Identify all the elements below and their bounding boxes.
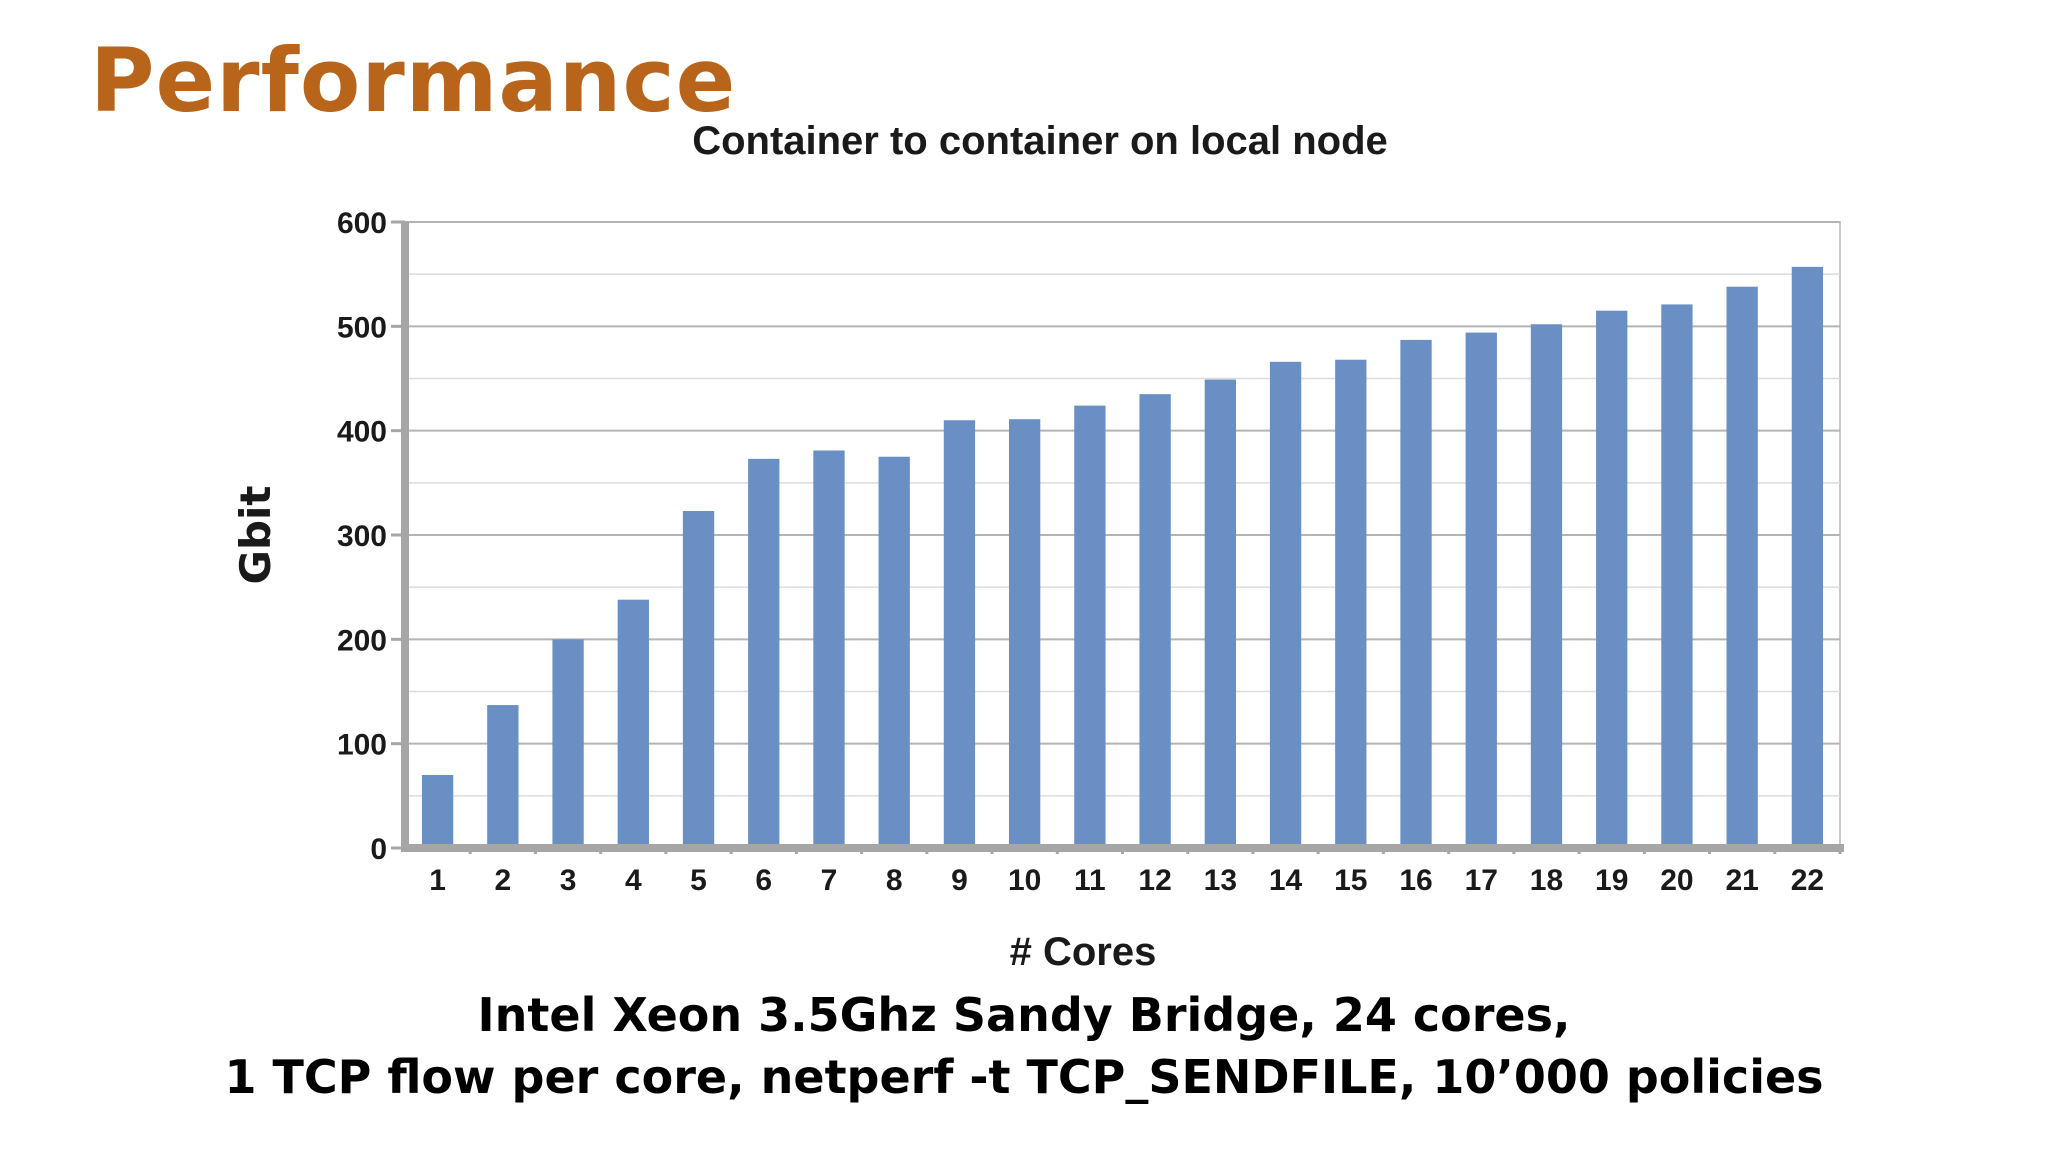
caption-line-2: 1 TCP flow per core, netperf -t TCP_SEND… [224, 1050, 1824, 1104]
bar-core-20 [1661, 304, 1693, 848]
bar-core-9 [943, 420, 976, 848]
x-tick-label: 18 [1530, 864, 1563, 897]
x-tick-label: 19 [1595, 864, 1628, 897]
x-tick-label: 6 [755, 864, 772, 897]
y-tick-label: 100 [337, 729, 387, 762]
bar-core-10 [1009, 419, 1041, 848]
bar-core-17 [1465, 332, 1497, 848]
y-tick-label: 200 [337, 624, 387, 657]
x-tick-label: 8 [886, 864, 903, 897]
x-tick-label: 2 [494, 864, 511, 897]
x-tick-label: 3 [560, 864, 577, 897]
x-tick-label: 10 [1008, 864, 1041, 897]
x-tick-labels: 1 2 3 4 5 6 7 8 9 10 11 12 13 14 15 16 17 18 19 20 21 22 [429, 864, 1824, 897]
x-tick-label: 5 [690, 864, 707, 897]
bar-core-19 [1596, 310, 1628, 848]
x-tick-label: 13 [1204, 864, 1237, 897]
bar-core-16 [1400, 339, 1432, 848]
bar-core-11 [1074, 405, 1106, 848]
x-tick-label: 17 [1465, 864, 1498, 897]
bar-core-8 [878, 456, 910, 848]
x-tick-label: 4 [625, 864, 642, 897]
bar-core-4 [617, 599, 649, 848]
y-axis-label: Gbit [231, 485, 280, 584]
bar-core-2 [487, 705, 519, 848]
x-tick-label: 14 [1269, 864, 1303, 897]
x-tick-label: 7 [821, 864, 838, 897]
y-tick-label: 600 [337, 207, 387, 240]
bar-core-3 [552, 639, 584, 848]
y-tick-label: 0 [370, 833, 387, 866]
y-tick-label: 500 [337, 311, 387, 344]
bar-core-5 [682, 511, 715, 848]
y-tick-label: 300 [337, 520, 387, 553]
chart-title: Container to container on local node [692, 119, 1388, 163]
bar-core-15 [1335, 359, 1367, 848]
x-tick-label: 21 [1725, 864, 1758, 897]
x-tick-label: 15 [1334, 864, 1367, 897]
slide-title: Performance [90, 29, 737, 132]
x-tick-label: 20 [1660, 864, 1693, 897]
y-tick-labels: 0 100 200 300 400 500 600 [337, 207, 387, 866]
bar-core-1 [421, 774, 454, 848]
bar-core-18 [1530, 324, 1563, 848]
x-tick-label: 1 [429, 864, 446, 897]
y-tick-label: 400 [337, 416, 387, 449]
bar-chart: Container to container on local node 010… [231, 119, 1844, 974]
x-tick-label: 12 [1138, 864, 1171, 897]
axes [391, 220, 1844, 854]
x-tick-label: 16 [1399, 864, 1432, 897]
bar-core-14 [1269, 361, 1302, 848]
bar-core-22 [1791, 266, 1824, 848]
caption-line-1: Intel Xeon 3.5Ghz Sandy Bridge, 24 cores… [477, 988, 1571, 1042]
x-tick-label: 22 [1791, 864, 1824, 897]
bar-core-7 [813, 450, 845, 848]
bar-core-21 [1726, 286, 1758, 849]
bar-core-13 [1204, 379, 1236, 848]
x-tick-label: 11 [1074, 864, 1106, 897]
x-axis-label: # Cores [1010, 930, 1157, 974]
x-tick-label: 9 [951, 864, 968, 897]
bars [421, 266, 1824, 849]
bar-core-12 [1139, 394, 1171, 848]
bar-core-6 [748, 458, 780, 848]
